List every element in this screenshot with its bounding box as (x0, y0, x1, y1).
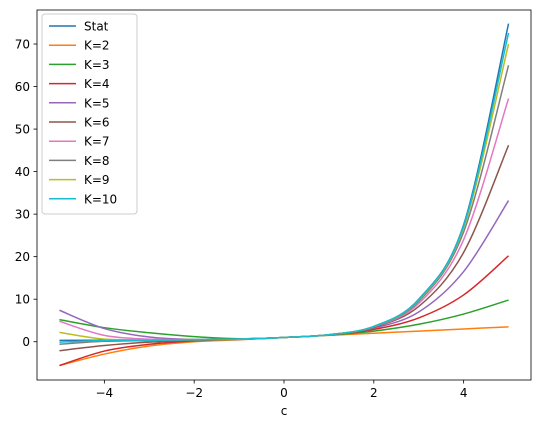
x-tick-label: 0 (280, 386, 288, 400)
y-tick-label: 0 (22, 335, 30, 349)
y-tick-label: 70 (15, 38, 30, 52)
series-layer (59, 23, 510, 367)
legend-label: K=10 (84, 192, 117, 206)
series-line-k-2 (59, 326, 509, 367)
legend: Stat K=2 K=3 K=4 K=5 K=6 K=7 K=8 K=9 K=10 (41, 13, 138, 215)
legend-label: K=8 (84, 154, 110, 168)
x-axis-label: c (281, 404, 288, 418)
y-tick-label: 60 (15, 80, 30, 94)
y-tick-label: 40 (15, 165, 30, 179)
x-tick-label: −2 (185, 386, 203, 400)
legend-label: Stat (84, 20, 109, 34)
legend-label: K=5 (84, 96, 110, 110)
x-tick-label: 2 (370, 386, 378, 400)
y-tick-label: 20 (15, 250, 30, 264)
legend-label: K=9 (84, 173, 110, 187)
y-tick-label: 30 (15, 208, 30, 222)
y-tick-label: 50 (15, 123, 30, 137)
series-line-k-10 (59, 32, 510, 343)
legend-label: K=7 (84, 135, 110, 149)
legend-label: K=6 (84, 116, 110, 130)
legend-label: K=3 (84, 58, 110, 72)
legend-label: K=2 (84, 39, 110, 53)
x-tick-label: 4 (460, 386, 468, 400)
legend-label: K=4 (84, 77, 110, 91)
x-tick-label: −4 (96, 386, 114, 400)
y-tick-label: 10 (15, 293, 30, 307)
